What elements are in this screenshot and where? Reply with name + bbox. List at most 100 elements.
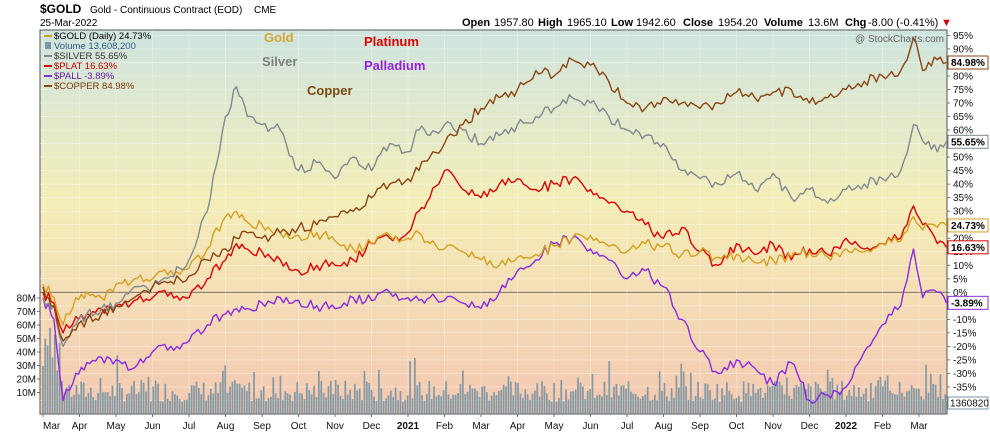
volume-bar (94, 400, 97, 414)
volume-bar (399, 391, 402, 414)
open-label: Open (462, 17, 490, 29)
badge-gold: 24.73% (947, 218, 989, 233)
volume-bar (579, 382, 582, 414)
volume-bar (102, 392, 104, 414)
volume-bar (109, 396, 111, 414)
volume-bar (128, 393, 131, 414)
volume-bar (87, 393, 90, 414)
volume-bar (610, 397, 613, 414)
volume-bar (447, 394, 450, 414)
volume-bar (502, 384, 505, 414)
volume-bar (44, 338, 47, 414)
volume-bar (567, 399, 570, 414)
y-tick-label: 90% (953, 44, 973, 55)
volume-bar (865, 388, 867, 414)
volume-bar (562, 401, 565, 414)
volume-bar (776, 380, 779, 414)
volume-bar (651, 399, 654, 414)
volume-bar (558, 397, 560, 414)
volume-bar (831, 378, 834, 414)
volume-bar (186, 399, 188, 414)
volume-bar (183, 400, 186, 414)
volume-bar (627, 381, 630, 414)
volume-bar (298, 393, 301, 414)
volume-bar (154, 380, 157, 414)
volume-bar (870, 382, 872, 414)
volume-bar (795, 385, 798, 414)
volume-bar (322, 392, 325, 414)
legend-item-gold: $GOLD (Daily) 24.73% (44, 31, 152, 42)
volume-bar (582, 386, 584, 414)
volume-bar (68, 384, 71, 414)
volume-bar (867, 401, 870, 414)
x-tick-label: Apr (72, 421, 88, 432)
volume-bar (394, 387, 397, 414)
volume-bar (414, 358, 416, 414)
x-tick-label: 2022 (835, 421, 858, 432)
volume-bar (118, 383, 121, 414)
close-label: Close (683, 17, 713, 29)
volume-bar (536, 383, 539, 414)
x-tick-label: Mar (472, 421, 490, 432)
volume-bar (526, 394, 529, 414)
volume-bar (908, 390, 911, 414)
volume-bar (843, 399, 846, 414)
series-line-silver (42, 86, 948, 348)
volume-bar (642, 395, 644, 414)
volume-bar (126, 394, 128, 414)
y-tick-label: -10% (953, 315, 976, 326)
annotation-copper: Copper (307, 83, 353, 98)
volume-bar (548, 399, 551, 414)
volume-bar (687, 399, 690, 414)
y-tick-label: 35% (953, 193, 973, 204)
volume-bar (387, 395, 390, 414)
volume-bar (241, 387, 243, 414)
volume-bar (942, 398, 944, 414)
volume-bar (217, 392, 219, 414)
volume-bar (764, 392, 767, 414)
description: Gold - Continuous Contract (EOD) (90, 5, 242, 16)
volume-bar (740, 401, 743, 414)
x-tick-label: 2021 (397, 421, 420, 432)
volume-bar (262, 386, 265, 414)
volume-bar (236, 383, 239, 414)
volume-bar (858, 387, 860, 414)
volume-bar (553, 382, 555, 414)
volume-bar (159, 401, 162, 414)
volume-bar (346, 394, 349, 414)
badge-volume-label: 1360820 (950, 399, 989, 410)
volume-bar (450, 398, 452, 414)
volume-bar (222, 370, 224, 414)
volume-bar (697, 381, 699, 414)
volume-bar (788, 395, 791, 414)
low-value: 1942.60 (636, 17, 676, 29)
volume-bar (190, 385, 193, 414)
volume-bar (416, 385, 419, 414)
volume-bar (541, 381, 543, 414)
volume-bar (598, 394, 601, 414)
volume-bar (918, 388, 920, 414)
y-tick-label: 50% (953, 153, 973, 164)
legend-label-gold: $GOLD (Daily) 24.73% (54, 31, 152, 42)
volume-bar (178, 398, 181, 414)
volume-bar (495, 394, 498, 414)
volume-bar (675, 375, 678, 414)
volume-bar (778, 381, 781, 414)
volume-bar (891, 393, 894, 414)
volume-bar (817, 383, 819, 414)
volume-bar (934, 384, 937, 414)
volume-bar (435, 396, 438, 414)
volume-bar (478, 397, 481, 414)
volume-bar (459, 384, 462, 414)
y-tick-label: 75% (953, 85, 973, 96)
volume-bar (226, 392, 229, 414)
volume-bar (565, 389, 567, 414)
open-value: 1957.80 (494, 17, 534, 29)
volume-bar (234, 380, 236, 414)
volume-bar (930, 373, 932, 414)
legend-item-copper: $COPPER 84.98% (44, 81, 135, 92)
volume-bar (733, 399, 735, 414)
volume-bar (90, 387, 92, 414)
volume-bar (517, 382, 519, 414)
plot-area (39, 29, 948, 415)
